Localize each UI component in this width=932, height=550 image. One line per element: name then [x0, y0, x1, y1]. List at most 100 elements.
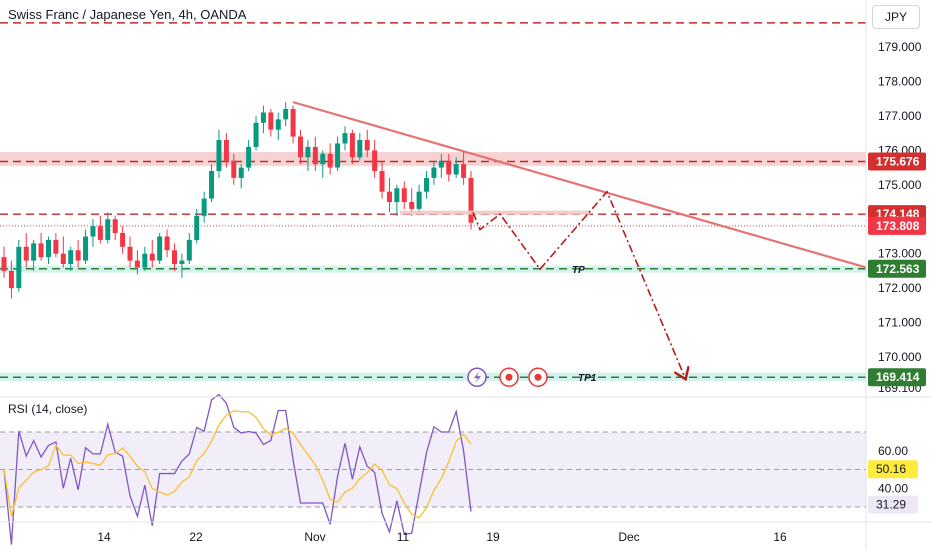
x-tick-label: 14 — [97, 530, 111, 544]
y-tick-label: 177.000 — [878, 109, 922, 123]
candle — [349, 133, 355, 158]
candle — [438, 160, 444, 168]
candle — [275, 119, 281, 130]
annotation-tp1: TP1 — [578, 373, 597, 384]
candle — [53, 239, 59, 254]
candle — [268, 112, 274, 130]
price-badge-label: 169.414 — [876, 370, 920, 384]
candle — [290, 109, 296, 137]
y-tick-label: 175.000 — [878, 178, 922, 192]
candle — [253, 122, 259, 147]
candle — [23, 246, 29, 261]
candle — [142, 253, 148, 268]
price-badge-label: 172.563 — [876, 262, 920, 276]
candle — [171, 250, 177, 265]
candle — [394, 188, 400, 203]
trendline — [292, 101, 867, 269]
y-tick-label: 172.000 — [878, 281, 922, 295]
rsi-value-badge-label: 31.29 — [876, 498, 906, 512]
zone-0 — [0, 152, 866, 166]
candle — [8, 270, 14, 289]
price-badge — [868, 216, 926, 235]
candle — [468, 177, 474, 223]
candle — [90, 226, 96, 237]
price-badge — [868, 368, 926, 387]
candle — [446, 160, 452, 175]
candle — [45, 239, 51, 258]
price-badge-label: 173.808 — [876, 219, 920, 233]
y-tick-label: 173.000 — [878, 247, 922, 261]
candle — [105, 219, 111, 240]
event-dot — [534, 373, 542, 381]
candle — [305, 146, 311, 158]
candle — [431, 167, 437, 178]
y-tick-label: 178.000 — [878, 74, 922, 88]
rsi-tick-label: 40.00 — [878, 481, 908, 495]
candle — [164, 236, 170, 251]
forecast-path — [472, 190, 685, 378]
x-tick-label: 19 — [486, 530, 500, 544]
candle — [68, 250, 74, 265]
candle — [216, 140, 222, 172]
price-badges: 175.676174.148173.808172.563169.41450.16… — [868, 152, 926, 514]
candle — [298, 136, 304, 158]
candle — [327, 153, 333, 168]
candle — [357, 140, 363, 158]
candle — [157, 236, 163, 261]
rsi-line — [3, 393, 472, 545]
event-dot — [505, 373, 513, 381]
x-tick-label: 22 — [189, 530, 203, 544]
rsi-signal-line — [3, 410, 472, 519]
candle — [260, 112, 266, 123]
price-badge-label: 175.676 — [876, 155, 920, 169]
rsi-tick-label: 60.00 — [878, 444, 908, 458]
candle — [231, 160, 237, 178]
candle — [179, 260, 185, 265]
x-tick-label: Nov — [304, 530, 325, 544]
y-tick-label: 171.000 — [878, 316, 922, 330]
candle — [97, 226, 103, 240]
rsi-title: RSI (14, close) — [8, 402, 88, 416]
price-badge — [868, 152, 926, 171]
candle — [31, 243, 37, 261]
candle — [401, 188, 407, 203]
candle — [238, 167, 244, 178]
candle — [223, 140, 229, 161]
candle — [335, 143, 341, 168]
candle — [461, 164, 467, 178]
candle — [83, 236, 89, 261]
candle — [75, 250, 81, 261]
chart-title: Swiss Franc / Japanese Yen, 4h, OANDA — [8, 7, 247, 22]
candle — [127, 246, 133, 261]
candle — [409, 202, 415, 209]
candle — [372, 150, 378, 172]
candle — [386, 191, 392, 203]
lightning-glyph — [474, 371, 481, 384]
candle — [342, 133, 348, 144]
candle — [320, 153, 326, 165]
candle — [312, 146, 318, 165]
candle — [149, 253, 155, 261]
candle — [16, 246, 22, 289]
rsi-pane[interactable] — [0, 393, 866, 545]
price-badge — [868, 259, 926, 278]
order-block — [400, 210, 590, 215]
candle — [60, 253, 66, 265]
candle — [120, 233, 126, 247]
candle — [379, 171, 385, 192]
candle — [424, 177, 430, 192]
candle — [134, 260, 140, 268]
candle — [453, 164, 459, 175]
candle — [194, 215, 200, 240]
rsi-signal-badge — [868, 460, 918, 479]
candle — [38, 243, 44, 258]
currency-button[interactable]: JPY — [872, 5, 920, 29]
x-tick-label: 16 — [773, 530, 787, 544]
price-pane[interactable]: TP TP1 — [0, 22, 867, 387]
candle — [209, 171, 215, 199]
annotation-tp: TP — [572, 265, 585, 276]
candle — [246, 146, 252, 168]
y-tick-label: 179.000 — [878, 40, 922, 54]
